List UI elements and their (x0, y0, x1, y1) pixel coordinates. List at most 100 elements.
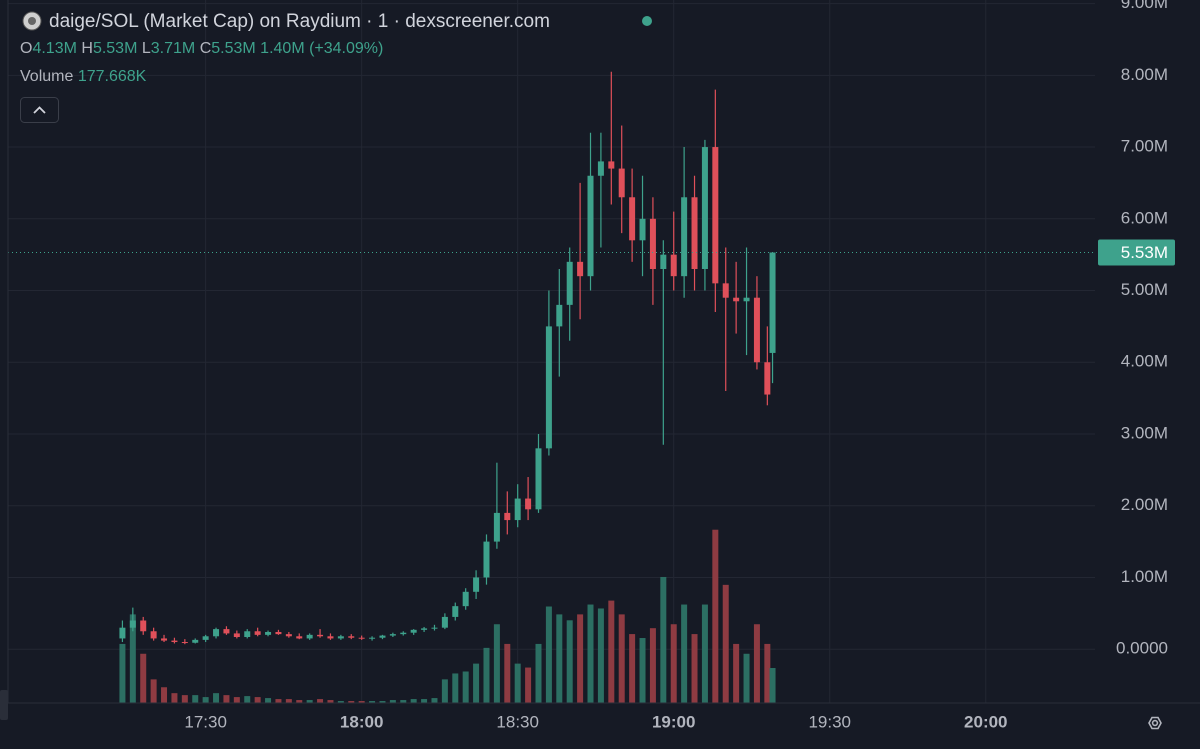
volume-bar (129, 614, 136, 703)
settings-icon (1148, 716, 1162, 730)
y-tick-label: 0.0000 (1116, 639, 1168, 658)
volume-bar (317, 699, 324, 703)
volume-bar (691, 634, 698, 703)
candle-body (701, 147, 708, 270)
volume-bar (379, 701, 386, 703)
candle-body (202, 636, 209, 640)
volume-bar (223, 695, 230, 703)
volume-bar (327, 700, 334, 703)
x-tick-label: 18:30 (496, 712, 539, 731)
volume-bar (192, 695, 199, 703)
x-tick-label: 17:30 (184, 712, 227, 731)
volume-bar (701, 604, 708, 703)
volume-bar (452, 673, 459, 703)
candle-body (150, 631, 157, 639)
candle-body (296, 636, 303, 639)
status-dot (642, 16, 652, 26)
candle-body (369, 637, 376, 639)
candle-body (348, 636, 355, 638)
y-tick-label: 9.00M (1121, 0, 1168, 12)
legend-label: H (81, 40, 93, 57)
volume-bar (171, 693, 178, 703)
candle-body (244, 631, 251, 638)
volume-bar (337, 701, 344, 703)
volume-bar (712, 529, 719, 703)
volume-bar (504, 643, 511, 703)
volume-bar (733, 643, 740, 703)
volume-bar (244, 696, 251, 703)
volume-bar (649, 628, 656, 703)
candle-body (358, 637, 365, 639)
candle-body (712, 147, 719, 284)
y-tick-label: 4.00M (1121, 352, 1168, 371)
volume-bar (441, 679, 448, 703)
volume-bar (265, 698, 272, 703)
legend-value: 5.53M (93, 40, 137, 57)
y-tick-label: 7.00M (1121, 137, 1168, 156)
y-tick-label: 5.00M (1121, 280, 1168, 299)
volume-bar (535, 643, 542, 703)
axes: 0.0000 1.00M 2.00M 3.00M 4.00M 5.00M 6.00M 7.00… (184, 0, 1175, 731)
candle-body (254, 631, 261, 635)
legend-value: 5.53M (211, 40, 255, 57)
candle-body (192, 639, 199, 643)
volume-bar (618, 614, 625, 703)
volume-bar (369, 701, 376, 703)
pane-handle[interactable] (0, 690, 8, 720)
candle-body (525, 498, 532, 510)
candle-body (473, 577, 480, 592)
volume-bar (473, 663, 480, 703)
volume-bar (483, 647, 490, 703)
volume-bar (150, 679, 157, 703)
candle-body (181, 642, 188, 644)
volume-bar (233, 697, 240, 703)
volume-bar (161, 687, 168, 703)
candle-body (306, 634, 313, 639)
chart-title: daige/SOL (Market Cap) on Raydium · 1 · … (49, 11, 550, 32)
volume-bar (769, 668, 776, 703)
candle-body (462, 591, 469, 607)
candle-body (545, 326, 552, 449)
volume-bar (753, 624, 760, 703)
legend-label: C (200, 40, 212, 57)
candle-body (223, 629, 230, 634)
candle-body (504, 512, 511, 521)
candle-body (733, 297, 740, 302)
candle-body (233, 633, 240, 638)
volume-bar (514, 663, 521, 703)
candle-body (722, 283, 729, 298)
candle-body (421, 628, 428, 630)
legend-change: 1.40M (+34.09%) (260, 40, 383, 57)
volume-bar (181, 695, 188, 703)
y-tick-label: 1.00M (1121, 567, 1168, 586)
legend-label: L (142, 40, 151, 57)
volume-bar (421, 699, 428, 703)
candle-body (556, 304, 563, 327)
volume-bar (358, 701, 365, 703)
candle-body (140, 620, 147, 632)
candle-body (764, 362, 771, 395)
settings-button[interactable] (1148, 716, 1162, 730)
candle-body (119, 627, 126, 639)
volume-bar (587, 604, 594, 703)
legend-label: O (20, 40, 32, 57)
candle-body (566, 261, 573, 305)
volume-label: Volume (20, 68, 73, 85)
volume-bar (660, 576, 667, 703)
candle-body (431, 627, 438, 629)
x-tick-label: 19:30 (808, 712, 851, 731)
candle-body (265, 631, 272, 635)
volume-bar (566, 620, 573, 703)
volume-bar (577, 614, 584, 703)
candle-body (639, 218, 646, 241)
collapse-button[interactable] (20, 97, 59, 123)
candle-body (769, 252, 776, 353)
last-price-tag (1098, 239, 1175, 266)
candle-body (681, 197, 688, 277)
candle-body (452, 606, 459, 617)
candle-body (649, 218, 656, 270)
volume-bar (764, 643, 771, 703)
volume-bar (213, 693, 220, 703)
